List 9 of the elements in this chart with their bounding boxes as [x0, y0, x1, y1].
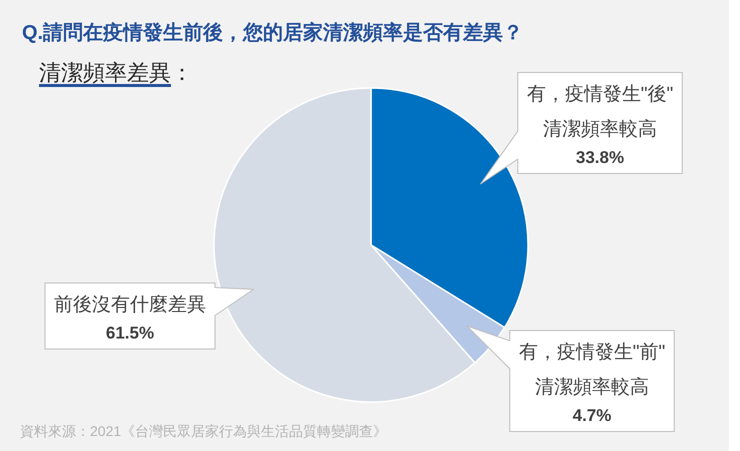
chart-subtitle: 清潔頻率差異：	[39, 60, 193, 85]
slice-label: 有，疫情發生"前" 清潔頻率較高	[518, 342, 666, 398]
slice-label: 有，疫情發生"後" 清潔頻率較高	[526, 84, 674, 140]
data-label: 33.8%	[576, 148, 624, 167]
data-label: 4.7%	[572, 406, 612, 425]
source-note: 資料來源：2021《台灣民眾居家行為與生活品質轉變調查》	[20, 423, 388, 439]
chart-title: Q.請問在疫情發生前後，您的居家清潔頻率是否有差異？	[22, 21, 524, 44]
slice-label: 前後沒有什麼差異	[54, 294, 206, 316]
data-label: 61.5%	[106, 324, 154, 342]
